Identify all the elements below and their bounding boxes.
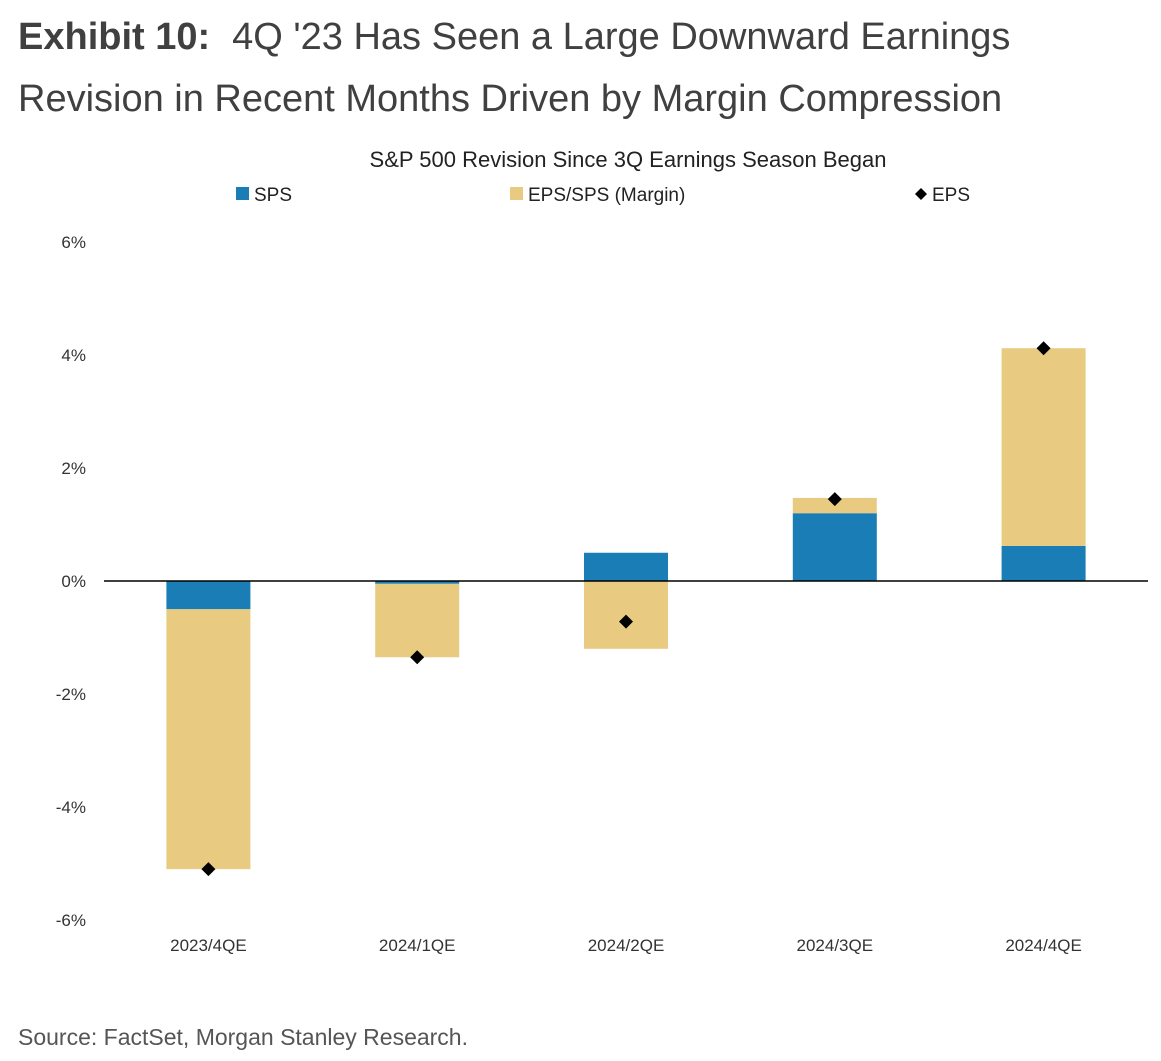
legend-swatch-sps: [236, 187, 249, 200]
legend: SPS EPS/SPS (Margin) EPS: [236, 185, 970, 206]
exhibit-headline: 4Q '23 Has Seen a Large Downward Earning…: [18, 16, 1011, 120]
bar-margin-4: [1001, 348, 1086, 546]
bar-sps-4: [1001, 545, 1086, 581]
eps-markers-layer: [201, 341, 1051, 877]
eps-marker-2: [619, 614, 633, 629]
eps-marker-0: [201, 862, 216, 877]
x-tick-label-0: 2023/4QE: [170, 936, 247, 955]
y-tick-label-4: -2%: [56, 685, 86, 704]
x-tick-label-2: 2024/2QE: [588, 936, 665, 955]
exhibit-label: Exhibit 10:: [18, 16, 211, 58]
x-tick-label-4: 2024/4QE: [1005, 936, 1082, 955]
bar-sps-0: [166, 581, 251, 610]
bars-layer: [166, 348, 1086, 870]
eps-marker-1: [410, 650, 425, 665]
bar-sps-1: [375, 581, 460, 584]
x-tick-label-3: 2024/3QE: [797, 936, 874, 955]
y-tick-label-1: 4%: [61, 346, 86, 365]
chart-title: S&P 500 Revision Since 3Q Earnings Seaso…: [370, 147, 887, 172]
y-tick-label-5: -4%: [56, 798, 86, 817]
y-axis: 6% 4% 2% 0% -2% -4% -6%: [56, 233, 86, 930]
legend-marker-eps: [915, 188, 927, 200]
bar-margin-1: [375, 583, 460, 658]
y-tick-label-2: 2%: [61, 459, 86, 478]
eps-marker-3: [827, 492, 842, 507]
bar-sps-2: [584, 552, 668, 581]
y-tick-label-0: 6%: [61, 233, 86, 252]
eps-marker-4: [1036, 341, 1051, 356]
legend-swatch-margin: [510, 187, 523, 200]
exhibit-title: Exhibit 10: 4Q '23 Has Seen a Large Downw…: [18, 6, 1148, 130]
bar-margin-0: [166, 609, 251, 870]
bar-sps-3: [792, 513, 877, 581]
y-tick-label-3: 0%: [61, 572, 86, 591]
source-note: Source: FactSet, Morgan Stanley Research…: [18, 1024, 468, 1050]
legend-label-eps: EPS: [932, 185, 970, 206]
legend-label-sps: SPS: [254, 185, 292, 206]
x-tick-label-1: 2024/1QE: [379, 936, 456, 955]
x-axis: 2023/4QE 2024/1QE 2024/2QE 2024/3QE 2024/4QE: [170, 936, 1082, 955]
legend-label-margin: EPS/SPS (Margin): [528, 185, 685, 206]
y-tick-label-6: -6%: [56, 911, 86, 930]
